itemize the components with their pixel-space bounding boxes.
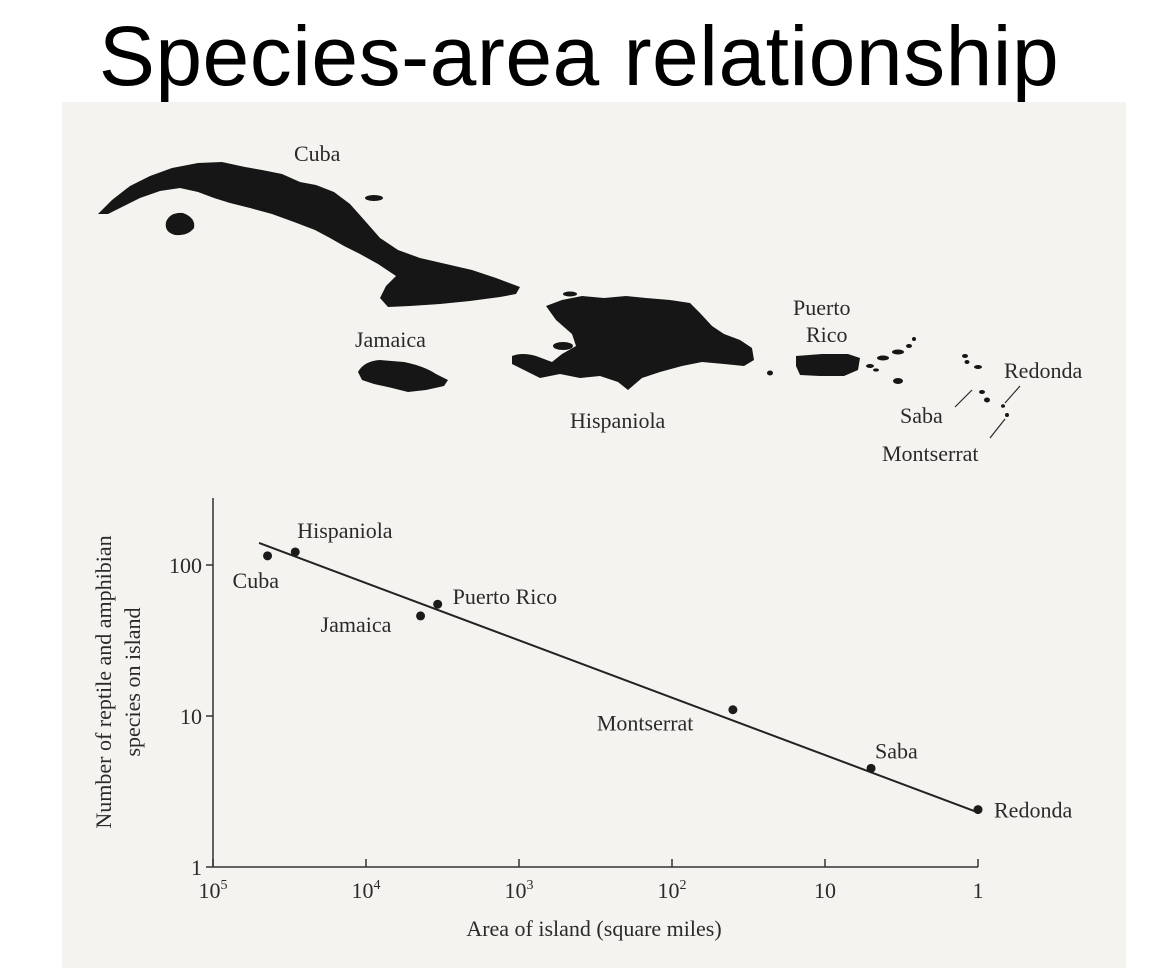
montserrat-label: Montserrat [882, 441, 979, 466]
x-tick-label-3: 102 [658, 878, 687, 903]
x-tick-label-2: 103 [505, 878, 534, 903]
puerto-rico-label-2: Rico [806, 322, 848, 347]
jamaica-label: Jamaica [355, 327, 426, 352]
puerto-rico-island [796, 354, 860, 376]
redonda-label: Redonda [1004, 358, 1082, 383]
y-tick-label-2: 100 [169, 553, 202, 578]
puerto-rico-label-1: Puerto [793, 295, 850, 320]
y-axis-label: Number of reptile and amphibian species … [91, 535, 145, 828]
cuba-island [98, 162, 520, 307]
jamaica-island [358, 360, 448, 392]
point-hispaniola [290, 547, 300, 557]
point-jamaica [416, 611, 426, 621]
y-ticks: 1 10 100 [169, 553, 213, 880]
y-axis-label-line1: Number of reptile and amphibian [91, 535, 116, 828]
y-tick-label-1: 10 [180, 704, 202, 729]
fit-line [258, 541, 979, 814]
caribbean-map: Cuba Jamaica Hispaniola Puerto Rico Redo… [98, 141, 1082, 466]
point-label-cuba: Cuba [233, 568, 280, 593]
y-tick-label-0: 1 [191, 855, 202, 880]
cuba-label: Cuba [294, 141, 341, 166]
point-cuba [263, 551, 273, 561]
hispaniola-label: Hispaniola [570, 408, 666, 433]
data-points: Cuba Hispaniola Jamaica Puerto Rico Montserr… [233, 518, 1073, 823]
point-label-puerto-rico: Puerto Rico [453, 584, 558, 609]
point-label-saba: Saba [875, 738, 918, 763]
mona-island [767, 370, 773, 376]
x-axis-label: Area of island (square miles) [466, 916, 721, 941]
tortuga-island [563, 291, 577, 297]
redonda-leader [1004, 385, 1021, 404]
point-montserrat [728, 705, 738, 715]
x-tick-label-5: 1 [973, 878, 984, 903]
x-tick-label-0: 105 [199, 878, 228, 903]
isla-juventud-island [165, 212, 195, 236]
point-saba [866, 763, 876, 773]
point-redonda [973, 805, 983, 815]
cuba-cay [365, 195, 383, 201]
montserrat-leader [989, 418, 1006, 439]
point-label-jamaica: Jamaica [321, 612, 392, 637]
page-title: Species-area relationship [98, 9, 1060, 103]
y-axis-label-line2: species on island [120, 607, 145, 756]
saba-leader [954, 389, 973, 408]
point-label-redonda: Redonda [994, 798, 1072, 823]
small-islands [866, 337, 1009, 417]
x-tick-label-4: 10 [814, 878, 836, 903]
saba-label: Saba [900, 403, 943, 428]
point-label-hispaniola: Hispaniola [297, 518, 393, 543]
figure-panel [62, 102, 1126, 968]
point-puerto-rico [433, 599, 443, 609]
x-ticks: 105 104 103 102 10 1 [199, 859, 984, 903]
x-tick-label-1: 104 [352, 878, 381, 903]
hispaniola-island [512, 296, 754, 390]
gonave-island [553, 342, 573, 350]
point-label-montserrat: Montserrat [597, 711, 694, 736]
